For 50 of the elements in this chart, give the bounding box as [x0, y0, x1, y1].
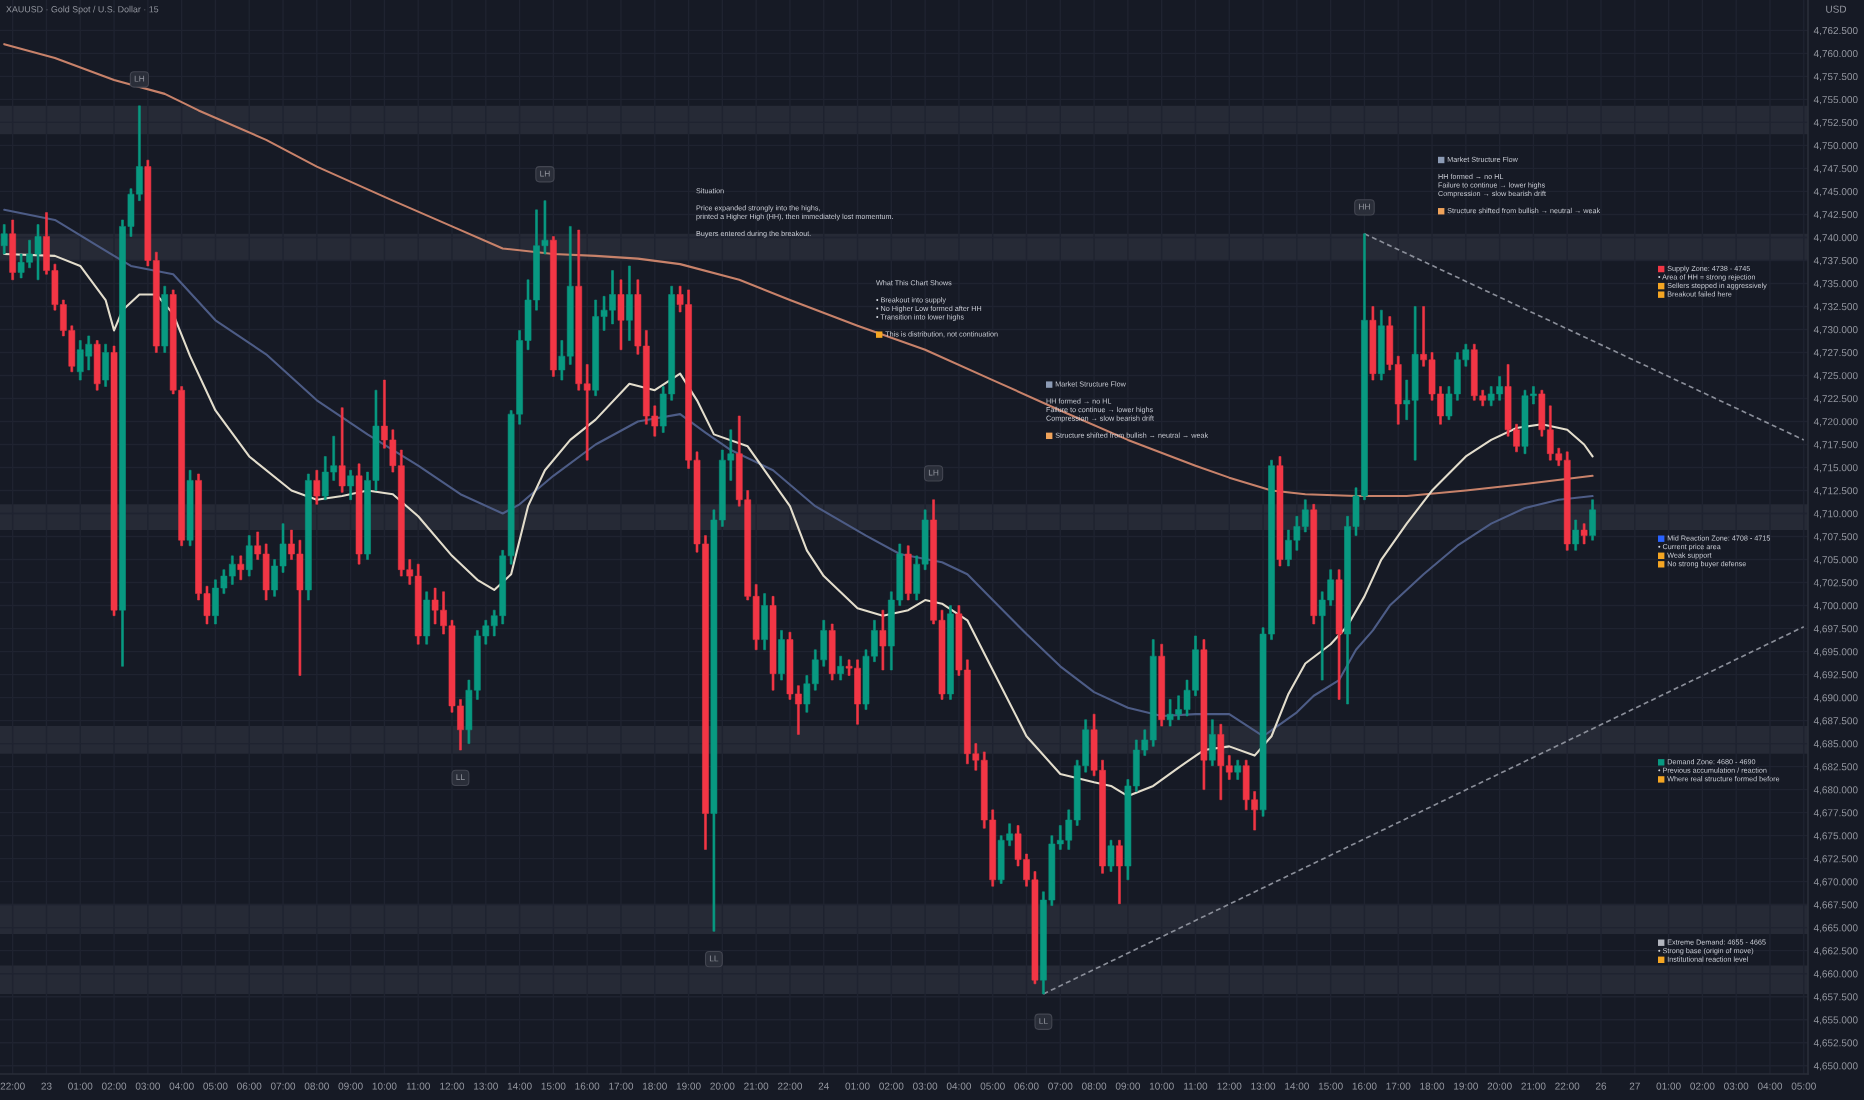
candlestick	[1521, 389, 1529, 454]
candlestick	[617, 279, 625, 350]
candlestick	[34, 224, 42, 281]
candlestick	[161, 285, 169, 353]
candlestick	[1411, 306, 1419, 461]
candlestick	[93, 340, 101, 391]
candlestick	[1335, 569, 1343, 700]
candlestick	[1470, 343, 1478, 401]
candlestick	[1200, 639, 1208, 790]
candlestick	[245, 535, 253, 577]
candlestick	[1158, 643, 1165, 727]
candlestick	[1310, 504, 1318, 625]
candlestick	[1580, 523, 1588, 545]
candlestick	[313, 470, 321, 505]
candlestick	[1589, 499, 1596, 541]
candlestick	[338, 407, 346, 493]
candlestick	[1572, 519, 1579, 551]
candlestick	[1234, 759, 1242, 780]
candlestick	[947, 605, 954, 700]
candlestick	[9, 219, 16, 281]
candlestick	[769, 596, 777, 691]
line-series	[3, 252, 1594, 798]
candlestick	[761, 593, 768, 651]
candlestick	[879, 609, 887, 671]
candlestick	[110, 345, 118, 616]
candlestick	[1107, 839, 1115, 872]
candlestick	[828, 623, 836, 681]
candlestick	[355, 463, 363, 565]
candlestick	[102, 343, 109, 387]
candlestick	[0, 224, 8, 255]
candlestick	[1378, 309, 1385, 381]
candlestick	[1116, 839, 1123, 905]
candlestick	[1563, 451, 1571, 551]
candlestick	[237, 555, 245, 581]
candlestick	[423, 591, 430, 645]
candlestick	[1166, 699, 1174, 727]
candlestick	[1217, 724, 1225, 801]
candlestick	[626, 265, 633, 341]
candlestick	[1209, 719, 1216, 766]
candlestick	[305, 473, 312, 601]
candlestick	[76, 340, 84, 381]
candlestick	[837, 655, 844, 681]
candlestick	[1369, 306, 1377, 381]
candlestick	[1276, 456, 1284, 567]
candlestick	[778, 630, 785, 681]
candlestick	[186, 470, 194, 547]
candlestick	[414, 563, 422, 645]
candlestick	[347, 470, 354, 501]
candlestick	[904, 545, 912, 601]
candlestick	[550, 236, 557, 377]
